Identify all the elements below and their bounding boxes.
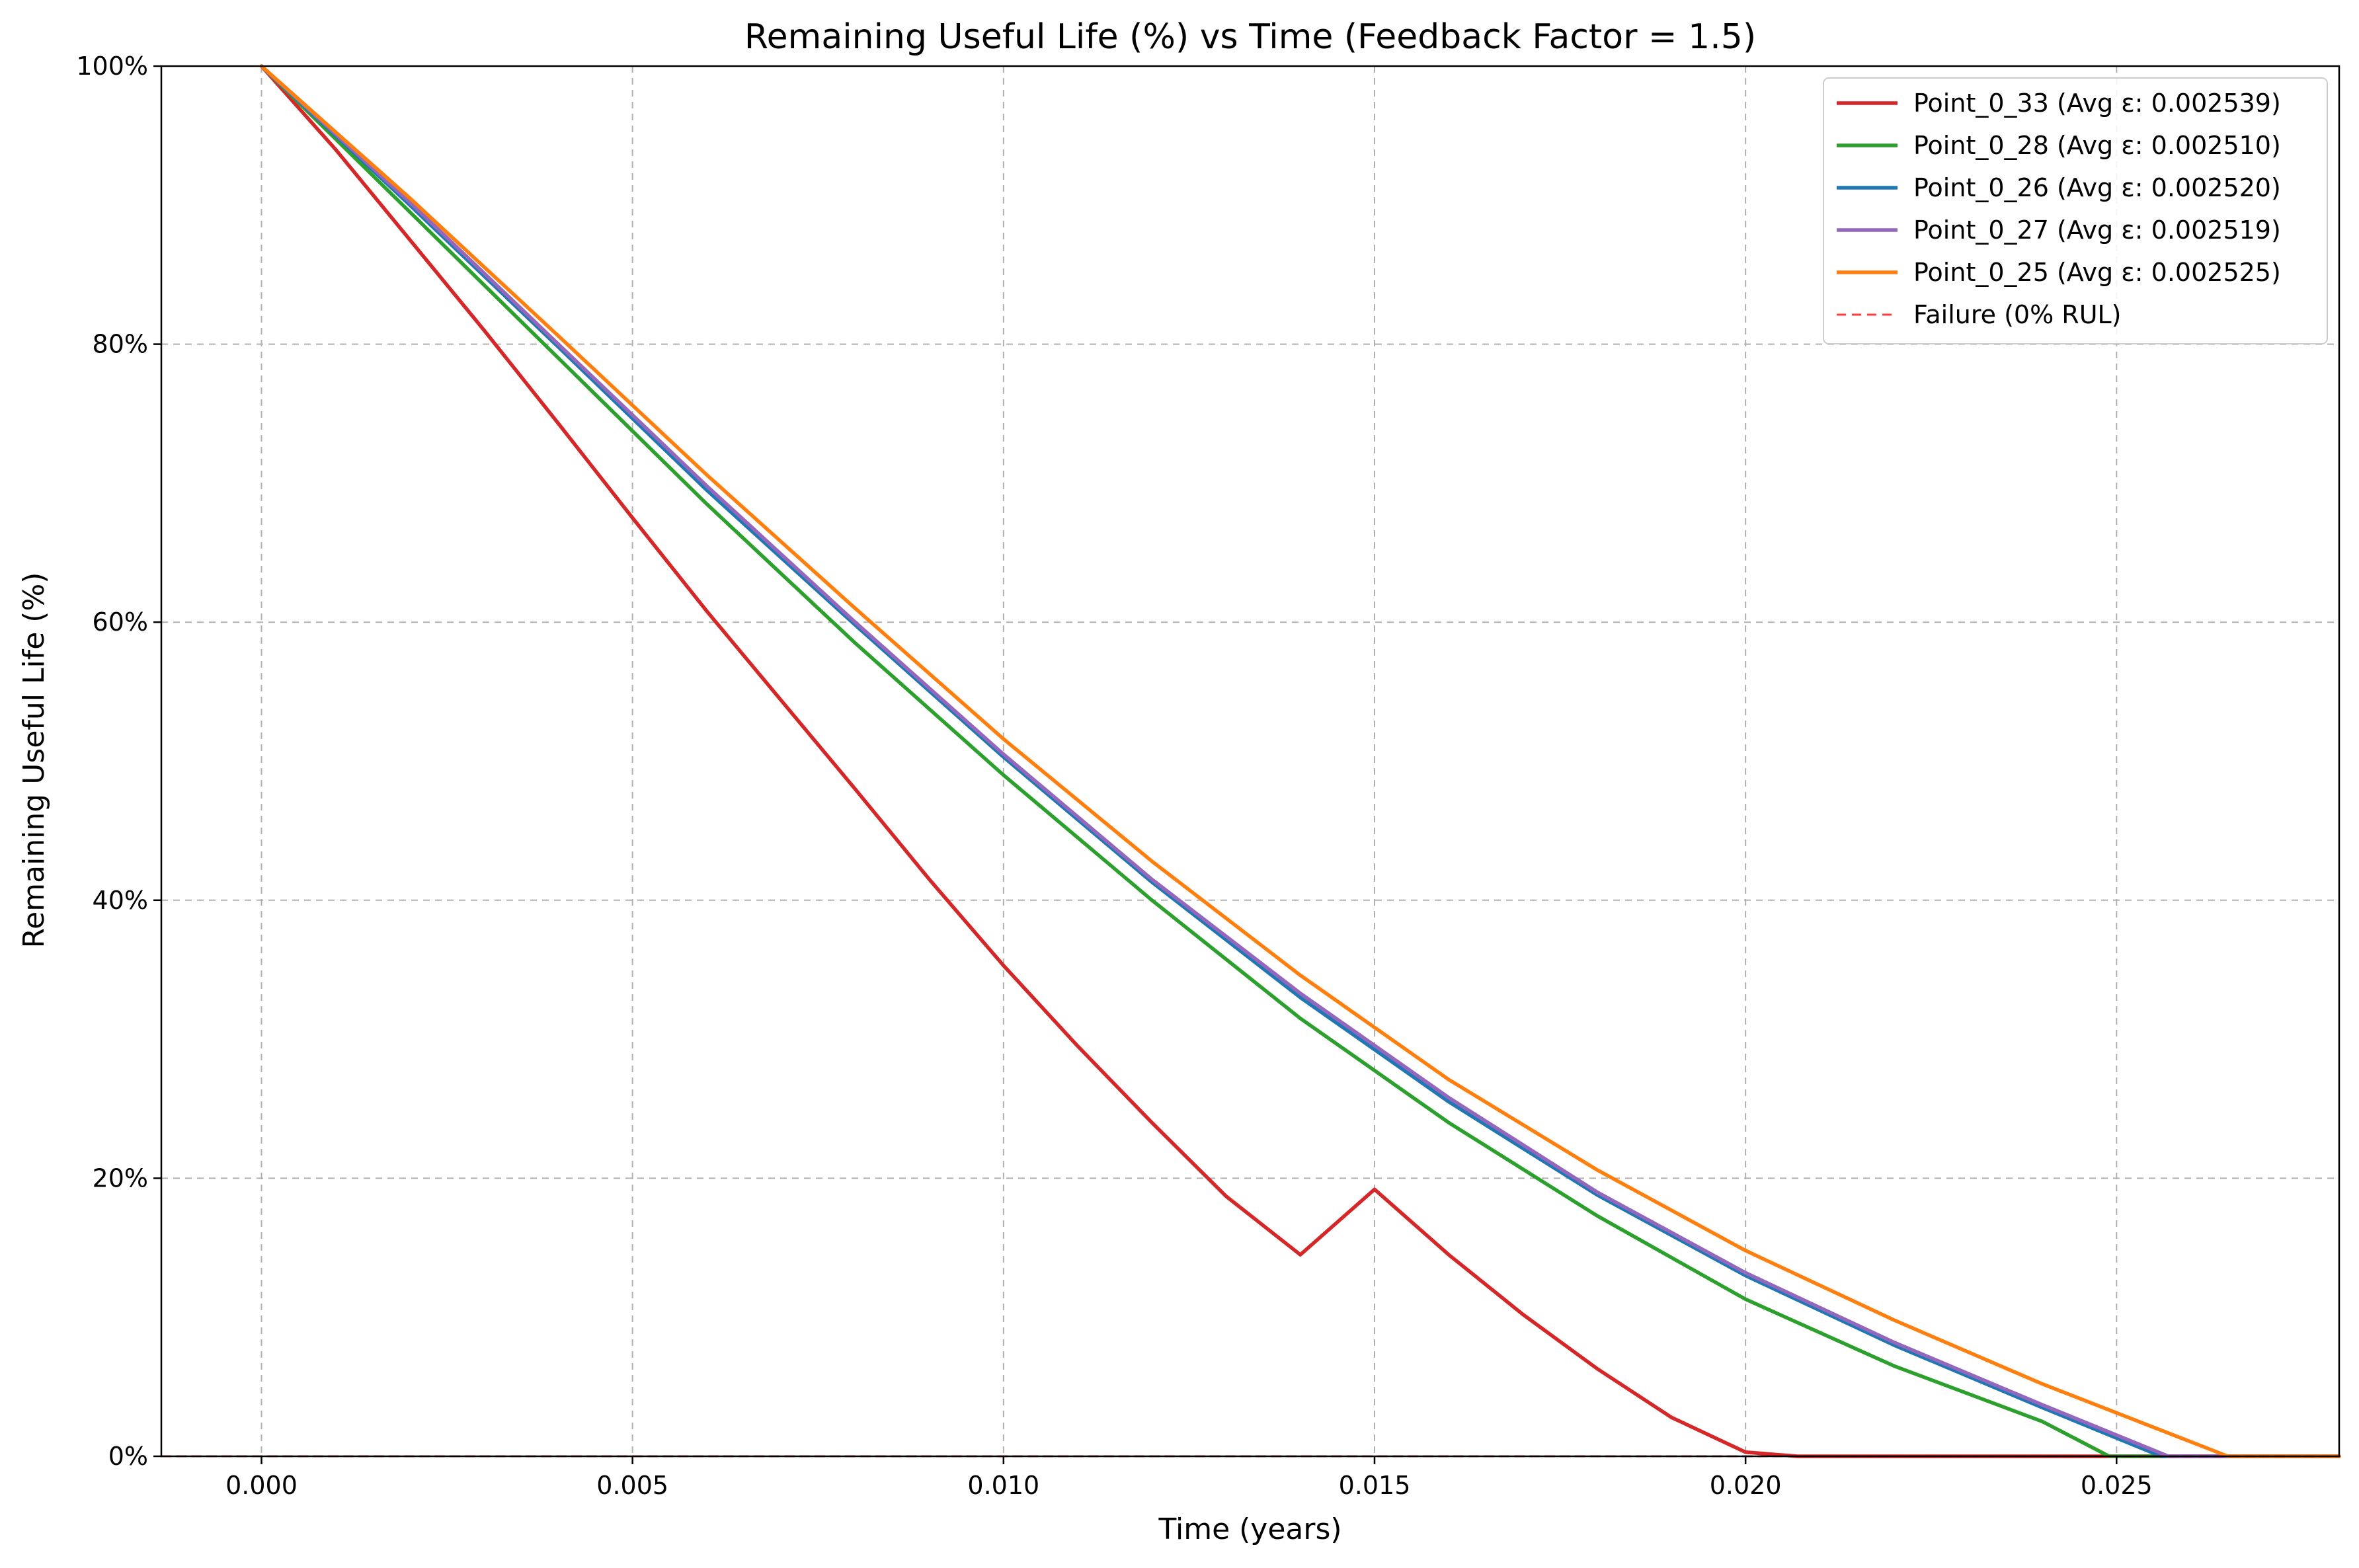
y-axis-label: Remaining Useful Life (%) [17, 572, 51, 949]
series-line-3 [259, 64, 2341, 1458]
legend-label: Point_0_27 (Avg ε: 0.002519) [1913, 216, 2281, 245]
legend-label: Point_0_28 (Avg ε: 0.002510) [1913, 131, 2281, 160]
y-tick-label: 40% [93, 886, 148, 915]
x-tick-label: 0.025 [2081, 1471, 2153, 1500]
y-tick-label: 60% [93, 608, 148, 637]
legend-label: Point_0_25 (Avg ε: 0.002525) [1913, 258, 2281, 287]
series-line-2 [259, 64, 2341, 1458]
x-tick-label: 0.015 [1339, 1471, 1411, 1500]
y-tick-label: 0% [108, 1442, 148, 1471]
y-tick-label: 100% [76, 52, 148, 81]
x-axis-label: Time (years) [1158, 1512, 1341, 1546]
x-axis-ticks: 0.000 0.005 0.010 0.015 0.020 0.025 [225, 1456, 2153, 1500]
x-tick-label: 0.020 [1710, 1471, 1782, 1500]
legend-box [1823, 77, 2328, 344]
y-tick-label: 80% [93, 330, 148, 359]
legend-label: Failure (0% RUL) [1913, 300, 2122, 329]
x-tick-label: 0.000 [225, 1471, 298, 1500]
series-line-1 [259, 64, 2341, 1458]
y-tick-label: 20% [93, 1163, 148, 1193]
legend: Point_0_33 (Avg ε: 0.002539) Point_0_28 (… [1823, 77, 2328, 344]
x-tick-label: 0.010 [967, 1471, 1039, 1500]
y-axis-ticks: 0% 20% 40% 60% 80% 100% [76, 52, 161, 1471]
legend-label: Point_0_33 (Avg ε: 0.002539) [1913, 89, 2281, 118]
legend-label: Point_0_26 (Avg ε: 0.002520) [1913, 173, 2281, 202]
plot-frame [160, 65, 2340, 1458]
chart-title: Remaining Useful Life (%) vs Time (Feedb… [744, 17, 1756, 57]
series-line-0 [259, 64, 2341, 1458]
x-tick-label: 0.005 [596, 1471, 668, 1500]
series-line-4 [259, 64, 2341, 1458]
